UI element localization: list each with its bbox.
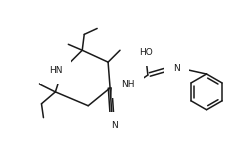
Text: HN: HN: [49, 66, 62, 75]
Text: N: N: [173, 64, 180, 73]
Text: N: N: [111, 121, 117, 130]
Text: HO: HO: [139, 48, 153, 57]
Text: NH: NH: [121, 80, 135, 89]
